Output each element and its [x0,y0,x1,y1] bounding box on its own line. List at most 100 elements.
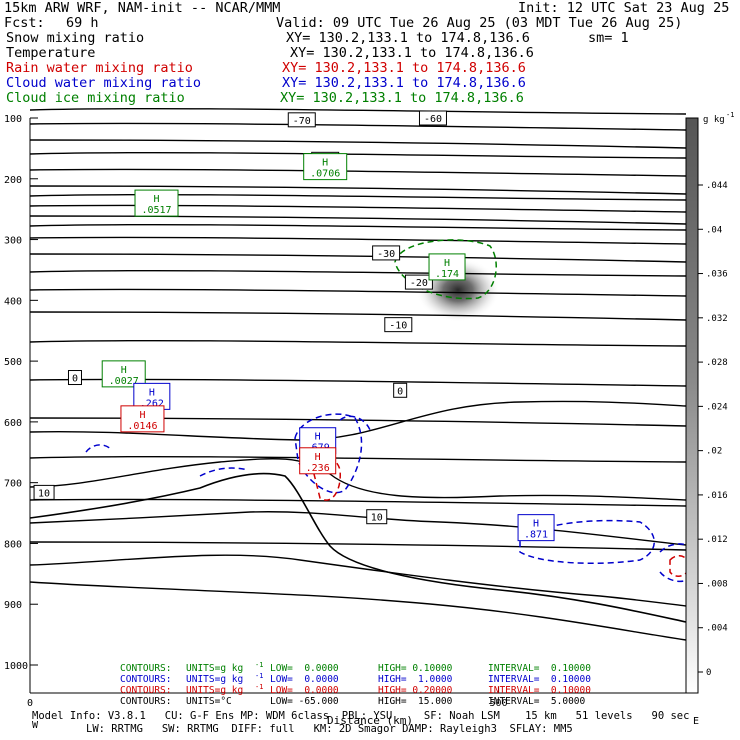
model-info-line1: Model Info: V3.8.1 CU: G-F Ens MP: WDM 6… [32,710,690,722]
y-tick-label: 100 [4,114,22,125]
contour-info-units: UNITS=°C [186,696,232,707]
contour-info-high: HIGH= 1.0000 [378,674,453,685]
contour-info-row: CONTOURS: UNITS=g kg -1 LOW= 0.0000 HIGH= 1.… [0,672,740,685]
colorbar-tick-label: .04 [706,225,722,235]
isotherm-line [29,269,687,277]
isotherm-line [29,204,687,213]
isotherm-line [29,193,687,201]
temperature-label-box [67,370,82,386]
isotherm-line [29,511,687,546]
contour-info-high: HIGH= 15.000 [378,696,453,707]
contour-info-units: UNITS=g kg [186,663,244,674]
temperature-label-box [418,110,447,126]
contour-info-high: HIGH= 0.20000 [378,685,453,696]
contour-info-units: UNITS=g kg [186,685,244,696]
contour-info-units-sup: -1 [255,672,264,680]
temperature-label: -20 [410,278,428,289]
y-tick-label: 300 [4,236,22,247]
isotherm-line [29,253,687,263]
terrain-line [29,472,687,623]
high-marker-box [303,153,348,181]
temperature-label-box [366,509,388,525]
high-marker-letter: H [315,432,321,443]
colorbar-tick-label: .016 [706,491,728,501]
temperature-label-box [287,112,316,128]
terrain-profile [29,472,687,641]
high-marker-value: .174 [435,269,459,280]
y-tick-label: 800 [4,539,22,550]
field-cloud-water: Cloud water mixing ratio [6,75,202,91]
temperature-label-box [33,484,55,500]
temperature-label-box [372,245,401,261]
forecast-label: Fcst: [4,15,45,31]
high-marker-box [299,447,337,475]
forecast-hour: 69 h [66,15,99,31]
contour-info-interval: INTERVAL= 0.10000 [488,685,591,696]
high-marker-value: .262 [140,398,164,409]
colorbar-tick-label: 0 [706,668,711,678]
contour-info-high: HIGH= 0.10000 [378,663,453,674]
temperature-label-box [404,274,433,290]
contour-info-low: LOW= 0.0000 [270,674,339,685]
colorbar-units-sup: -1 [726,111,734,119]
y-tick-label: 500 [4,357,22,368]
isotherm-line [29,541,687,551]
colorbar-tick-label: .024 [706,402,728,412]
contour-info-units-sup: -1 [255,661,264,669]
colorbar-tick-label: .004 [706,624,728,634]
colorbar-ramp [685,117,699,694]
init-time: Init: 12 UTC Sat 23 Aug 25 [518,0,730,16]
isotherm-line [29,400,687,441]
high-marker-value: .236 [306,463,330,474]
high-marker-box [428,253,466,281]
isotherm-line [29,339,687,347]
isotherm-line [29,498,687,507]
colorbar-tick-label: .044 [706,181,728,191]
contour-info-interval: INTERVAL= 0.10000 [488,663,591,674]
plot-frame [29,118,686,694]
field-snow: Snow mixing ratio [6,30,145,46]
model-info-line2: LW: RRTMG SW: RRTMG DIFF: full KM: 2D Sm… [86,723,573,735]
colorbar-tick-label: .012 [706,535,728,545]
model-title: 15km ARW WRF, NAM-init -- NCAR/MMM [4,0,281,16]
field-temperature: Temperature [6,45,96,61]
pressure-axis: 100 200 300 400 500 600 700 800 900 1000 [4,114,38,672]
xy-temperature: XY= 130.2,133.1 to 174.8,136.6 [290,45,534,61]
high-marker-letter: H [533,519,539,530]
isotherm-line [29,311,687,321]
isotherm-line [29,458,687,501]
isotherm-line [29,122,687,131]
isotherm-line [29,107,687,115]
contour-info-units-sup: -1 [255,683,264,691]
high-markers: H.0706H.0517H.174H.0027H.262H.679H.871H.… [101,153,555,542]
high-marker-letter: H [444,258,450,269]
colorbar: g kg -1 .044 .04 .036 .032 .028 .024 .02 .016 .012… [685,111,734,694]
isotherm-line [29,223,687,231]
west-marker: W [32,720,39,731]
temperature-label: -10 [389,321,407,332]
contour-info-row: CONTOURS: UNITS=g kg -1 LOW= 0.0000 HIGH= 0.… [0,683,740,696]
high-marker-box [134,189,179,217]
isotherm-line [29,215,687,225]
y-tick-label: 200 [4,175,22,186]
cloud-water-contour [199,467,249,477]
colorbar-tick-label: .02 [706,447,722,457]
isotherm-line [29,455,687,463]
isotherm-line [29,168,687,177]
distance-axis: 0 500 Distance (km) W E [27,687,699,731]
contour-info-interval: INTERVAL= 5.0000 [488,696,586,707]
cloud-water-contour [339,415,371,431]
contour-info-low: LOW= 0.0000 [270,663,339,674]
y-tick-label: 1000 [4,661,28,672]
temperature-label: 0 [397,386,403,397]
isotherm-line [29,151,687,159]
colorbar-tick-label: .032 [706,314,728,324]
high-marker-letter: H [149,387,155,398]
y-tick-label: 600 [4,418,22,429]
temperature-label-box [393,382,408,398]
contour-info-label: CONTOURS: [120,685,172,696]
contour-info-row: CONTOURS: UNITS=°C LOW= -65.000 HIGH= 15.00… [0,696,740,707]
high-marker-box [133,382,171,410]
high-marker-letter: H [322,158,328,169]
